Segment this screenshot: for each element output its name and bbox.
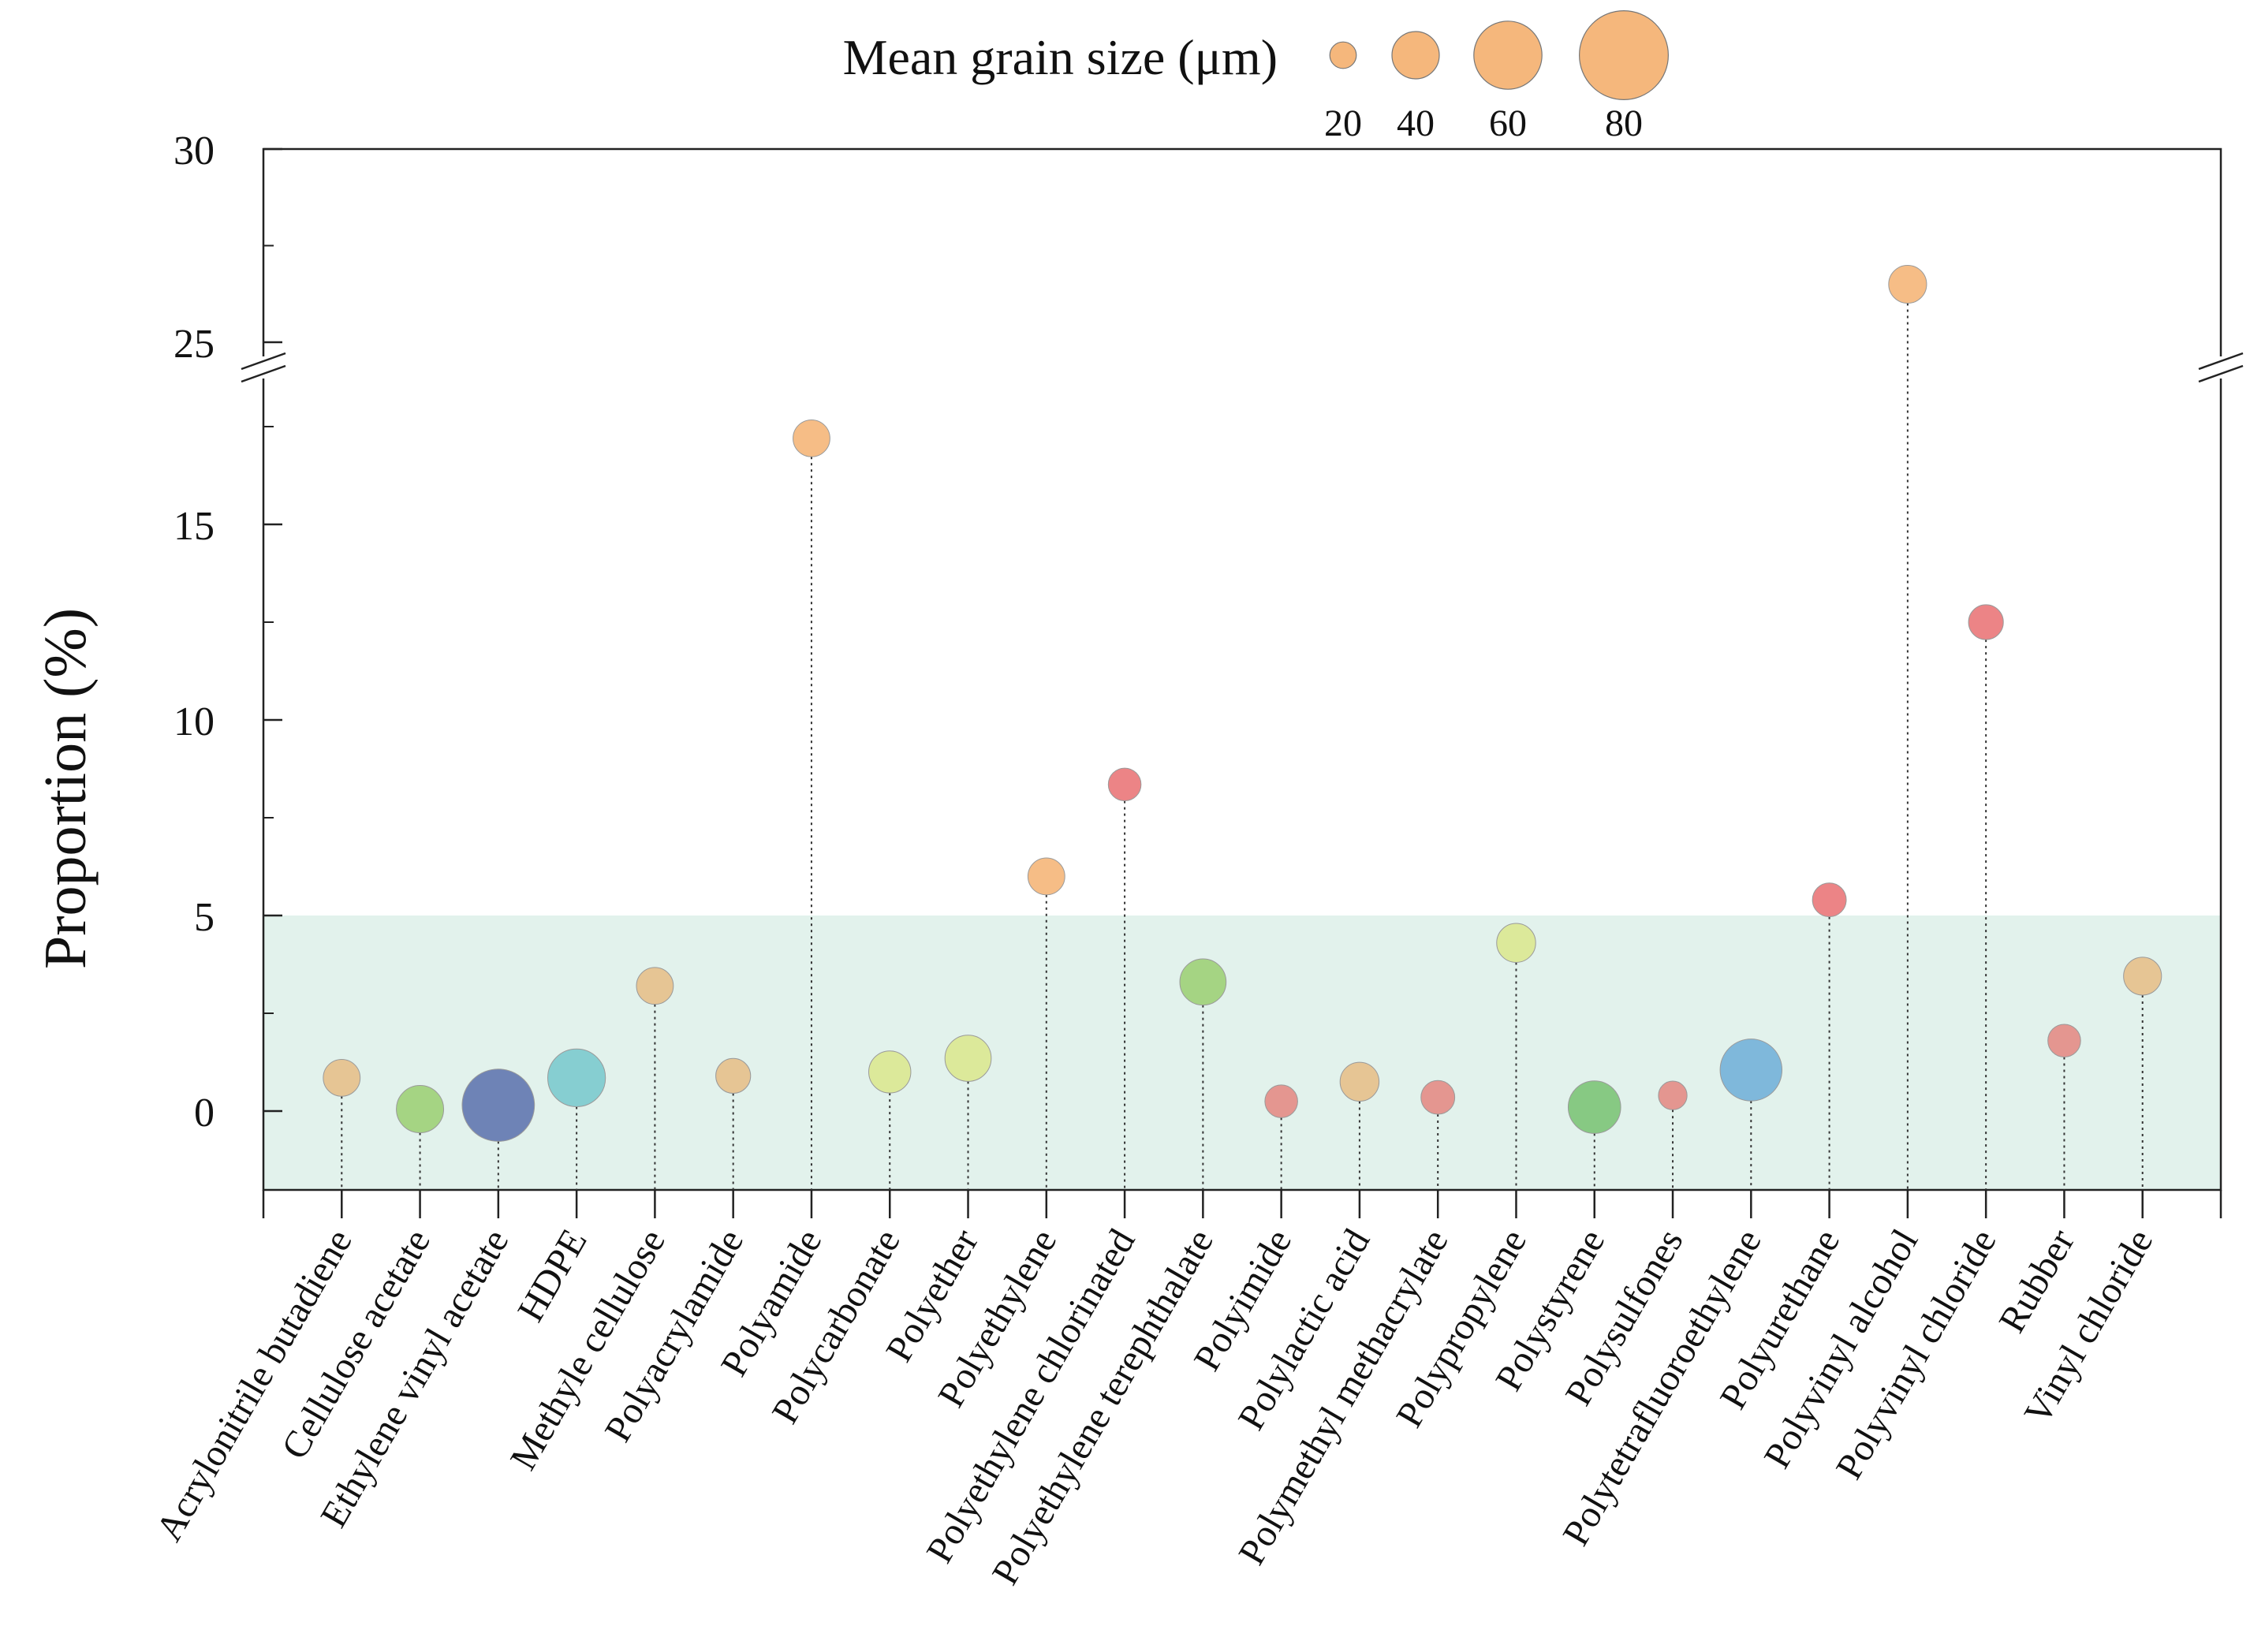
data-point xyxy=(1027,857,1065,896)
axes-layer xyxy=(262,147,2222,1191)
size-legend-circle xyxy=(1329,41,1357,69)
axis-break-mark-right xyxy=(2198,352,2244,371)
data-point xyxy=(323,1058,361,1097)
axis-break-mark-right xyxy=(2198,364,2244,383)
data-point xyxy=(868,1050,912,1094)
data-point xyxy=(944,1035,992,1082)
plot-frame xyxy=(262,147,2222,1191)
stems xyxy=(341,303,2144,1190)
data-point xyxy=(1339,1061,1380,1102)
size-legend-title: Mean grain size (μm) xyxy=(843,29,1278,85)
points xyxy=(323,264,2162,1142)
axis-break-mark-left xyxy=(241,364,286,383)
data-point xyxy=(547,1048,606,1107)
y-tick-label: 10 xyxy=(174,699,215,744)
y-tick-label: 0 xyxy=(194,1091,215,1136)
data-point xyxy=(1719,1039,1783,1102)
data-point xyxy=(396,1085,445,1134)
data-point xyxy=(793,419,830,457)
data-point xyxy=(1420,1080,1456,1115)
x-tick-label: HDPE xyxy=(509,1222,595,1329)
data-point xyxy=(715,1057,752,1094)
size-legend-label: 60 xyxy=(1489,103,1527,144)
axis-break-mark-left xyxy=(241,352,286,371)
y-tick-label: 15 xyxy=(174,504,215,549)
size-legend-circle xyxy=(1391,31,1440,80)
y-ticks: 0 5 10 15 25 30 xyxy=(174,129,282,1136)
size-legend: Mean grain size (μm) 20 40 60 80 xyxy=(843,9,1669,144)
axis-break-gap-left xyxy=(241,356,285,379)
axis-break-layer xyxy=(241,352,2244,383)
y-tick-label: 30 xyxy=(174,129,215,173)
size-legend-circle xyxy=(1578,9,1669,101)
data-point xyxy=(636,967,674,1005)
threshold-band-layer xyxy=(263,915,2221,1190)
data-point xyxy=(2047,1024,2081,1057)
data-point xyxy=(1179,958,1227,1006)
data-point xyxy=(461,1068,535,1142)
threshold-band xyxy=(263,915,2221,1190)
x-ticks xyxy=(262,1190,2222,1218)
size-legend-label: 40 xyxy=(1397,103,1435,144)
size-legend-label: 20 xyxy=(1324,103,1362,144)
data-point xyxy=(1658,1080,1688,1110)
data-point xyxy=(1107,767,1142,802)
data-point xyxy=(1812,882,1847,918)
size-legend-label: 80 xyxy=(1605,103,1643,144)
y-tick-label: 25 xyxy=(174,322,215,367)
data-point xyxy=(2123,957,2162,996)
data-point xyxy=(1968,604,2004,640)
y-tick-label: 5 xyxy=(194,895,215,940)
data-point xyxy=(1496,923,1536,963)
data-point xyxy=(1264,1084,1298,1118)
axis-break-gap-right xyxy=(2199,356,2243,379)
size-legend-circle xyxy=(1473,21,1543,90)
data-point xyxy=(1888,264,1927,304)
data-point xyxy=(1567,1080,1621,1134)
y-axis-label: Proportion (%) xyxy=(32,608,99,969)
